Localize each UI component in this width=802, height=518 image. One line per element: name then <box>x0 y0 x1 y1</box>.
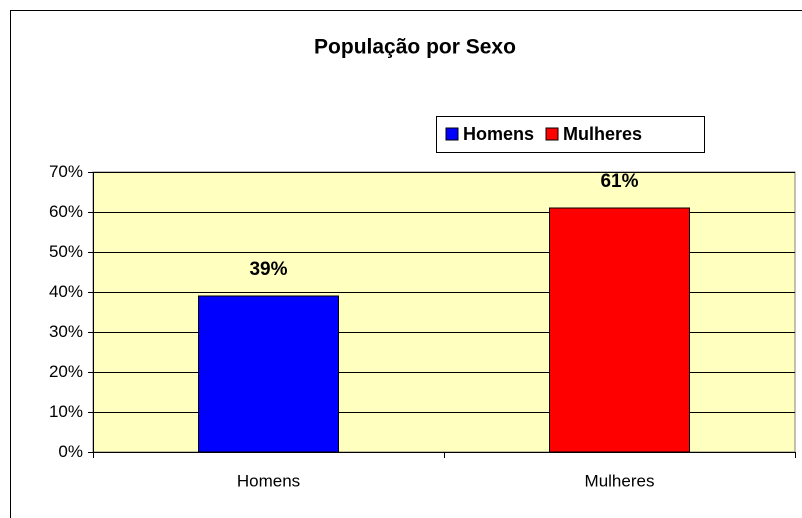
legend-swatch <box>545 127 559 141</box>
y-tick-label: 0% <box>58 442 83 461</box>
legend-box <box>436 116 705 153</box>
legend-swatch <box>445 127 459 141</box>
data-label: 61% <box>600 171 638 192</box>
legend-label: Mulheres <box>563 124 642 144</box>
y-tick-label: 50% <box>49 242 83 261</box>
y-tick-label: 40% <box>49 282 83 301</box>
x-tick-label: Homens <box>237 471 300 490</box>
x-tick-label: Mulheres <box>585 471 655 490</box>
bar <box>549 207 690 453</box>
chart-title: População por Sexo <box>314 36 516 59</box>
legend-label: Homens <box>463 124 534 144</box>
legend <box>436 116 705 153</box>
y-tick-label: 20% <box>49 362 83 381</box>
bar <box>198 295 339 453</box>
y-tick-label: 60% <box>49 202 83 221</box>
y-tick-label: 30% <box>49 322 83 341</box>
y-tick-label: 70% <box>49 162 83 181</box>
data-label: 39% <box>249 259 287 280</box>
y-tick-label: 10% <box>49 402 83 421</box>
